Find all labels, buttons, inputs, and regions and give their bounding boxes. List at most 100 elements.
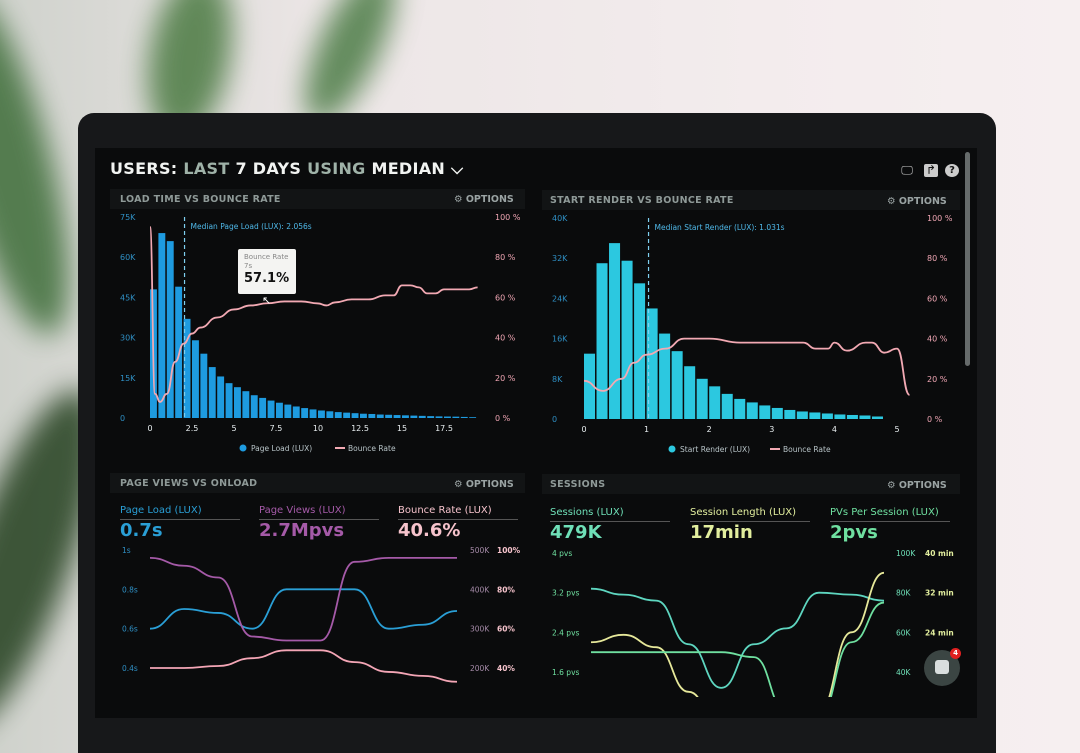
histogram-bar <box>183 318 191 418</box>
y-tick-label-right: 100K <box>896 549 916 558</box>
legend-dot <box>668 445 676 453</box>
histogram-bar <box>309 409 317 418</box>
y-tick-label-left: 3.2 pvs <box>552 589 580 598</box>
monitor-icon[interactable]: 🖵 <box>901 163 913 177</box>
dashboard-screen <box>95 148 977 718</box>
tooltip-title: Bounce Rate <box>244 253 289 261</box>
metric-value: 40.6% <box>398 520 461 541</box>
metric-value: 2.7Mpvs <box>259 520 345 541</box>
histogram-bar <box>709 386 721 419</box>
histogram-bar <box>859 415 871 419</box>
y-tick-label-left: 0.8s <box>122 585 138 594</box>
bounce-rate-line <box>583 337 911 396</box>
y-tick-label-right: 200K <box>470 664 490 673</box>
histogram-bar <box>234 387 241 418</box>
gear-icon: ⚙ <box>454 479 466 490</box>
histogram-bar <box>343 412 351 418</box>
y-tick-label-right: 20 % <box>927 375 948 384</box>
y-tick-label-left: 1s <box>122 546 131 555</box>
y-tick-label-right: 40K <box>896 668 912 677</box>
options-button[interactable]: ⚙ OPTIONS <box>887 196 947 207</box>
title-last: LAST <box>183 159 230 178</box>
y-tick-label-left: 2.4 pvs <box>552 628 580 637</box>
share-icon[interactable]: ↱ <box>924 163 938 177</box>
histogram-bar <box>452 416 460 418</box>
metric-label: Bounce Rate (LUX) <box>398 505 518 520</box>
metric-label: Page Load (LUX) <box>120 505 240 520</box>
y-tick-label-right: 60% <box>497 625 515 634</box>
y-tick-label-left: 60K <box>120 253 136 262</box>
histogram-bar <box>208 367 216 418</box>
histogram-bar <box>734 398 746 419</box>
y-tick-label-right: 100 % <box>927 214 953 223</box>
x-tick-label: 0 <box>581 425 586 434</box>
panel-header-load-time <box>110 189 525 209</box>
help-icon[interactable]: ? <box>945 164 959 177</box>
x-tick-label: 5 <box>231 424 236 433</box>
histogram-bar <box>200 353 208 418</box>
tooltip: Bounce Rate 7s 57.1% <box>238 249 296 294</box>
y-tick-label-right: 20 % <box>495 374 516 383</box>
x-tick-label: 1 <box>644 425 649 434</box>
histogram-bar <box>871 416 883 419</box>
series-line <box>149 588 458 630</box>
title-using: USING <box>307 159 366 178</box>
histogram-bar <box>460 416 468 418</box>
y-tick-label-right: 32 min <box>925 589 954 598</box>
title-range[interactable]: 7 DAYS <box>235 159 302 178</box>
options-button[interactable]: ⚙ OPTIONS <box>887 480 947 491</box>
y-tick-label-right: 40 % <box>495 334 516 343</box>
series-line <box>590 571 885 697</box>
legend-label: Bounce Rate <box>348 444 396 453</box>
chevron-down-icon[interactable]: ⌵ <box>451 159 464 178</box>
x-tick-label: 15 <box>397 424 407 433</box>
x-tick-label: 2 <box>707 425 712 434</box>
histogram-bar <box>621 260 633 419</box>
histogram-bar <box>360 413 367 418</box>
y-tick-label-right: 80 % <box>927 254 948 263</box>
y-tick-label-right: 0 % <box>927 415 943 424</box>
panel-header-start-render <box>542 190 960 210</box>
histogram-bar <box>326 411 334 418</box>
legend-label: Page Load (LUX) <box>251 444 312 453</box>
histogram-bar <box>217 376 225 418</box>
histogram-bar <box>225 383 233 418</box>
histogram-bar <box>646 308 658 419</box>
metric-label: Sessions (LUX) <box>550 507 670 522</box>
histogram-bar <box>385 414 393 418</box>
y-tick-label-right: 500K <box>470 546 490 555</box>
options-button[interactable]: ⚙ OPTIONS <box>454 479 514 490</box>
metric-value: 479K <box>550 522 602 543</box>
histogram-bar <box>334 412 342 418</box>
gear-icon: ⚙ <box>887 196 899 207</box>
y-tick-label-left: 16K <box>552 335 568 344</box>
y-tick-label-left: 75K <box>120 213 136 222</box>
histogram-bar <box>250 395 258 418</box>
y-tick-label-left: 0 <box>120 414 125 423</box>
x-tick-label: 2.5 <box>186 424 199 433</box>
x-tick-label: 3 <box>769 425 774 434</box>
page-title[interactable]: USERS: LAST 7 DAYS USING MEDIAN ⌵ <box>110 159 463 179</box>
gear-icon: ⚙ <box>454 194 466 205</box>
histogram-bar <box>301 408 309 418</box>
histogram-bar <box>671 351 683 419</box>
x-tick-label: 17.5 <box>435 424 453 433</box>
histogram-bar <box>809 412 821 419</box>
histogram-bar <box>376 414 384 418</box>
metric-value: 0.7s <box>120 520 163 541</box>
options-button[interactable]: ⚙ OPTIONS <box>454 194 514 205</box>
notification-badge: 4 <box>950 648 961 659</box>
chat-button[interactable] <box>924 650 960 686</box>
title-stat[interactable]: MEDIAN <box>371 159 446 178</box>
metric-value: 17min <box>690 522 753 543</box>
y-tick-label-left: 8K <box>552 375 563 384</box>
series-line <box>149 556 457 642</box>
y-tick-label-left: 4 pvs <box>552 549 572 558</box>
legend-label: Bounce Rate <box>783 445 831 454</box>
scrollbar[interactable] <box>965 152 970 366</box>
y-tick-label-right: 0 % <box>495 414 511 423</box>
chat-icon <box>935 660 949 674</box>
histogram-bar <box>821 413 833 419</box>
histogram-bar <box>267 400 275 418</box>
bounce-rate-line <box>149 226 478 403</box>
